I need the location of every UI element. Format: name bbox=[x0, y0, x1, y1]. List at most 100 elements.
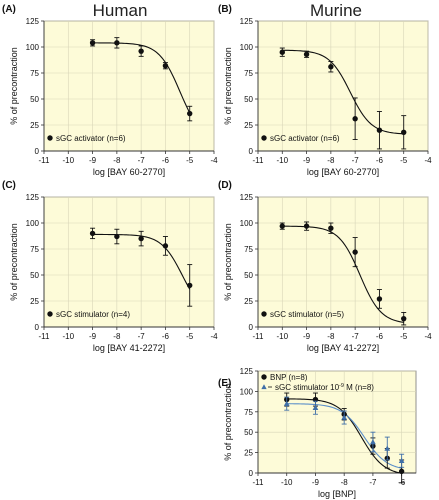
data-point bbox=[328, 225, 334, 231]
y-tick-label: 0 bbox=[35, 147, 40, 156]
legend: sGC stimulator (n=5) bbox=[261, 310, 344, 319]
data-point bbox=[401, 129, 407, 135]
x-axis-label: log [BNP] bbox=[318, 489, 356, 499]
data-point bbox=[279, 223, 285, 229]
y-tick-label: 25 bbox=[30, 297, 39, 306]
x-tick-label: -7 bbox=[138, 332, 146, 341]
x-tick-label: -11 bbox=[39, 332, 51, 341]
data-point bbox=[370, 438, 376, 445]
x-tick-label: -4 bbox=[424, 156, 432, 165]
y-tick-label: 25 bbox=[244, 449, 253, 458]
data-point bbox=[89, 230, 96, 237]
y-tick-label: 0 bbox=[249, 469, 254, 478]
legend: sGC stimulator (n=4) bbox=[47, 310, 130, 319]
y-tick-label: 75 bbox=[244, 245, 253, 254]
y-axis-label: % of precontraction bbox=[9, 47, 19, 125]
x-tick-label: -10 bbox=[277, 156, 289, 165]
x-tick-label: -11 bbox=[253, 478, 265, 487]
data-point bbox=[401, 315, 407, 322]
x-tick-label: -10 bbox=[63, 332, 75, 341]
plot-area bbox=[43, 196, 215, 328]
legend-marker bbox=[261, 135, 267, 141]
chart-panel-d: (D) 0 25 50 75 100 125 -11 -10 -9 -8 -7 -6 -5 -4 log [B… bbox=[218, 180, 432, 353]
x-tick-label: -4 bbox=[424, 332, 432, 341]
data-point bbox=[312, 404, 319, 410]
panel-label: (A) bbox=[2, 4, 16, 15]
y-axis-label: % of precontraction bbox=[223, 383, 233, 461]
y-tick-label: 25 bbox=[30, 121, 39, 130]
chart-panel-a: (A) 0 25 50 75 100 125 -11 -10 -9 -8 -7 -6 -5 -4 log [B… bbox=[2, 4, 218, 177]
x-tick-label: -7 bbox=[369, 478, 377, 487]
x-tick-label: -9 bbox=[303, 332, 311, 341]
y-tick-label: 50 bbox=[244, 271, 253, 280]
data-point bbox=[398, 468, 405, 475]
column-title-human: Human bbox=[92, 1, 148, 20]
column-title-murine: Murine bbox=[310, 1, 362, 20]
data-point bbox=[138, 48, 144, 54]
legend-marker bbox=[261, 384, 267, 390]
legend-entry: BNP (n=8) bbox=[270, 373, 308, 382]
x-tick-label: -5 bbox=[186, 332, 194, 341]
y-tick-label: 50 bbox=[244, 428, 253, 437]
legend-marker bbox=[261, 311, 267, 317]
y-tick-label: 100 bbox=[26, 43, 40, 52]
chart-panel-c: (C) 0 25 50 75 100 125 -11 -10 -9 -8 -7 -6 -5 -4 log [B… bbox=[2, 180, 218, 353]
data-point bbox=[162, 63, 169, 69]
data-point bbox=[89, 40, 96, 46]
data-point bbox=[352, 249, 358, 255]
data-point bbox=[187, 282, 193, 289]
x-tick-label: -9 bbox=[89, 156, 97, 165]
x-tick-label: -11 bbox=[253, 156, 265, 165]
x-tick-label: -7 bbox=[138, 156, 146, 165]
y-tick-label: 125 bbox=[26, 193, 40, 202]
y-axis-label: % of precontraction bbox=[9, 223, 19, 301]
data-point bbox=[376, 127, 383, 133]
data-point bbox=[303, 51, 310, 57]
data-point bbox=[328, 64, 334, 70]
x-tick-label: -6 bbox=[376, 332, 384, 341]
y-tick-label: 100 bbox=[240, 43, 254, 52]
plot-area bbox=[257, 196, 429, 328]
chart-panel-b: (B) 0 25 50 75 100 125 -11 -10 -9 -8 -7 -6 -5 -4 log [B… bbox=[218, 4, 432, 177]
plot-area bbox=[257, 20, 429, 152]
y-tick-label: 75 bbox=[30, 69, 39, 78]
x-tick-label: -7 bbox=[352, 156, 360, 165]
y-tick-label: 125 bbox=[26, 17, 40, 26]
legend-entry: sGC stimulator 10-9 M (n=8) bbox=[275, 383, 374, 392]
data-point bbox=[384, 445, 391, 451]
legend: sGC activator (n=6) bbox=[47, 134, 126, 143]
y-tick-label: 0 bbox=[35, 323, 40, 332]
legend: sGC activator (n=6) bbox=[261, 134, 340, 143]
data-point bbox=[303, 223, 310, 229]
x-tick-label: -4 bbox=[210, 332, 218, 341]
data-point bbox=[341, 414, 348, 420]
x-axis-label: log [BAY 60-2770] bbox=[93, 167, 165, 177]
x-tick-label: -4 bbox=[210, 156, 218, 165]
legend: BNP (n=8)sGC stimulator 10-9 M (n=8) bbox=[261, 373, 374, 392]
x-axis-label: log [BAY 60-2770] bbox=[307, 167, 379, 177]
data-point bbox=[279, 49, 285, 55]
panel-label: (C) bbox=[2, 180, 16, 191]
x-tick-label: -8 bbox=[113, 332, 121, 341]
legend-entry: sGC activator (n=6) bbox=[270, 134, 340, 143]
legend-entry: sGC stimulator (n=5) bbox=[270, 310, 344, 319]
x-axis-label: log [BAY 41-2272] bbox=[307, 343, 379, 353]
data-point bbox=[283, 400, 290, 406]
y-tick-label: 125 bbox=[240, 17, 254, 26]
fit-curve bbox=[92, 42, 191, 114]
y-tick-label: 25 bbox=[244, 121, 253, 130]
panel-label: (D) bbox=[218, 180, 232, 191]
x-tick-label: -6 bbox=[376, 156, 384, 165]
x-tick-label: -11 bbox=[39, 156, 51, 165]
x-tick-label: -5 bbox=[400, 332, 408, 341]
y-axis-label: % of precontraction bbox=[223, 223, 233, 301]
x-tick-label: -5 bbox=[400, 156, 408, 165]
y-tick-label: 75 bbox=[244, 69, 253, 78]
data-point bbox=[162, 243, 169, 249]
x-tick-label: -8 bbox=[327, 332, 335, 341]
x-tick-label: -9 bbox=[89, 332, 97, 341]
x-axis-label: log [BAY 41-2272] bbox=[93, 343, 165, 353]
data-point bbox=[114, 233, 120, 240]
